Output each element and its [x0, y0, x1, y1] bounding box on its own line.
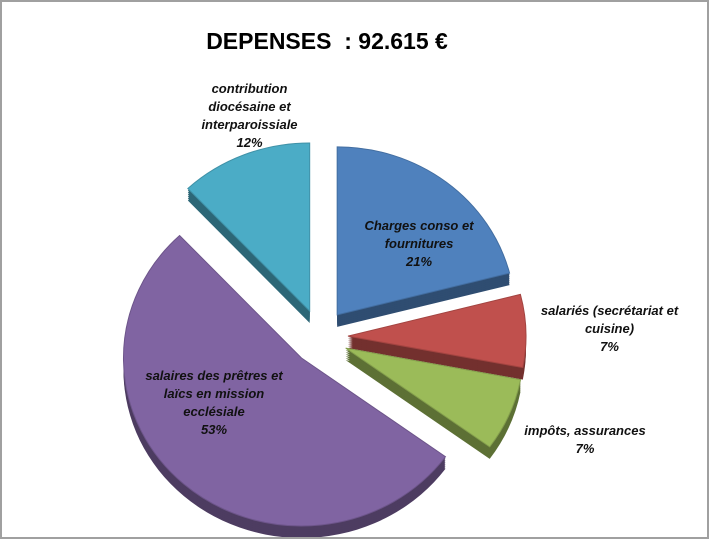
- pie-slice: [345, 347, 522, 448]
- value-label: 21%: [405, 254, 433, 269]
- slice-label: impôts, assurances 7%: [510, 422, 660, 458]
- pie-slice: [336, 146, 511, 316]
- category-label: salariés (secrétariat et cuisine): [540, 303, 679, 336]
- category-label: salaires des prêtres et laïcs en mission…: [145, 368, 283, 419]
- slice-label: salariés (secrétariat et cuisine) 7%: [522, 302, 697, 356]
- category-label: impôts, assurances: [524, 423, 646, 438]
- pie-slice: [123, 234, 447, 527]
- value-label: 12%: [236, 135, 263, 150]
- value-label: 7%: [575, 441, 595, 456]
- slice-label: contribution diocésaine et interparoissi…: [182, 80, 317, 152]
- pie-slice: [187, 142, 311, 313]
- value-label: 53%: [200, 422, 228, 437]
- value-label: 7%: [600, 339, 619, 354]
- category-label: contribution diocésaine et interparoissi…: [201, 81, 298, 132]
- chart-title: DEPENSES : 92.615 €: [206, 28, 448, 54]
- slice-label: Charges conso et fournitures 21%: [354, 217, 484, 271]
- slice-label: salaires des prêtres et laïcs en mission…: [134, 367, 294, 439]
- category-label: Charges conso et fournitures: [364, 218, 474, 251]
- pie-slice: [347, 293, 527, 369]
